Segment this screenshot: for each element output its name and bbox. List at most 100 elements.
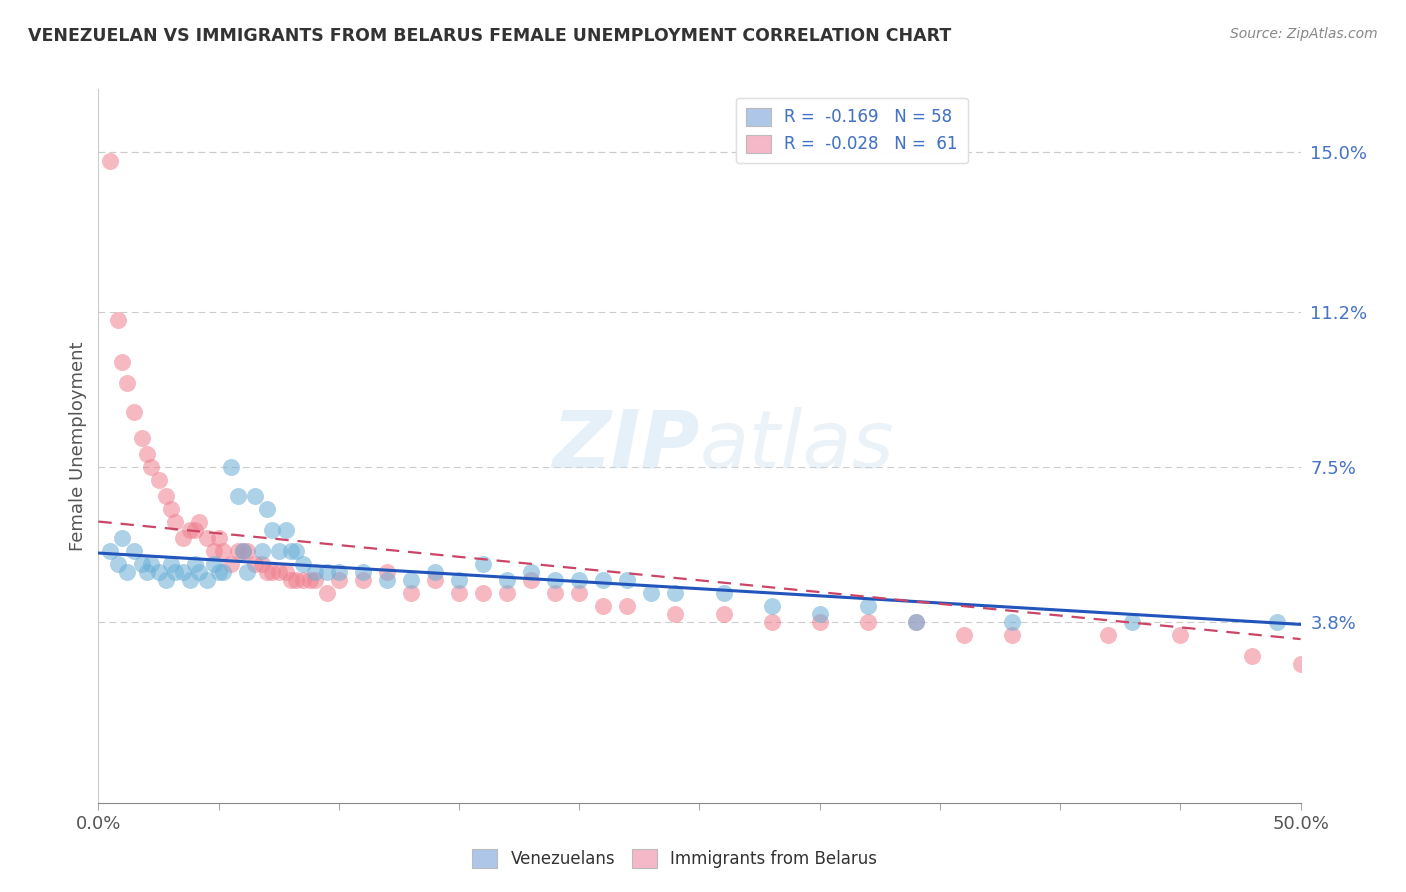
Point (399, 586, 422, 600)
Point (226, 544, 249, 558)
Point (148, 565, 170, 579)
Point (284, 574, 307, 588)
Point (761, 599, 783, 613)
Point (808, 615, 831, 630)
Point (328, 574, 350, 588)
Point (761, 615, 783, 630)
Point (616, 574, 638, 588)
Point (315, 586, 337, 600)
Point (447, 574, 470, 588)
Point (953, 628, 976, 642)
Point (284, 544, 307, 558)
Point (111, 355, 134, 369)
Point (1170, 628, 1192, 642)
Point (219, 460, 242, 475)
Point (195, 532, 218, 546)
Point (274, 565, 297, 579)
Point (304, 574, 326, 588)
Point (124, 544, 146, 558)
Point (291, 557, 314, 571)
Point (179, 574, 201, 588)
Point (107, 557, 129, 571)
Point (236, 565, 259, 579)
Point (260, 565, 283, 579)
Point (250, 557, 273, 571)
Text: ZIP: ZIP (553, 407, 700, 485)
Point (107, 313, 129, 327)
Point (117, 376, 139, 390)
Point (664, 586, 686, 600)
Point (1121, 615, 1143, 630)
Point (352, 565, 374, 579)
Point (232, 544, 254, 558)
Point (280, 544, 302, 558)
Point (713, 607, 735, 621)
Point (496, 574, 519, 588)
Point (100, 153, 122, 168)
Point (1241, 648, 1264, 663)
Point (904, 615, 927, 630)
Point (472, 557, 495, 571)
Point (375, 565, 398, 579)
Point (423, 565, 446, 579)
Point (155, 574, 177, 588)
Point (1001, 615, 1024, 630)
Point (195, 574, 218, 588)
Point (141, 557, 163, 571)
Point (159, 502, 181, 516)
Point (592, 574, 614, 588)
Point (328, 565, 350, 579)
Point (856, 599, 879, 613)
Point (183, 557, 205, 571)
Point (423, 574, 446, 588)
Point (124, 405, 146, 419)
Point (135, 565, 157, 579)
Legend: Venezuelans, Immigrants from Belarus: Venezuelans, Immigrants from Belarus (465, 843, 884, 875)
Point (713, 586, 735, 600)
Point (232, 544, 254, 558)
Point (1001, 628, 1024, 642)
Point (280, 574, 302, 588)
Point (260, 523, 283, 537)
Point (256, 565, 278, 579)
Point (131, 557, 153, 571)
Point (544, 574, 567, 588)
Point (291, 574, 314, 588)
Point (304, 565, 326, 579)
Point (399, 574, 422, 588)
Point (165, 515, 187, 529)
Point (274, 523, 297, 537)
Point (568, 574, 591, 588)
Point (226, 489, 249, 503)
Point (159, 557, 181, 571)
Point (172, 565, 194, 579)
Point (188, 515, 211, 529)
Point (298, 574, 321, 588)
Point (544, 586, 567, 600)
Point (243, 489, 266, 503)
Point (664, 607, 686, 621)
Point (202, 544, 225, 558)
Point (1289, 657, 1312, 672)
Point (148, 473, 170, 487)
Point (100, 544, 122, 558)
Point (520, 565, 543, 579)
Point (219, 557, 242, 571)
Point (179, 523, 201, 537)
Point (236, 544, 259, 558)
Point (315, 565, 337, 579)
Point (640, 586, 662, 600)
Point (188, 565, 211, 579)
Point (808, 607, 831, 621)
Point (592, 599, 614, 613)
Point (616, 599, 638, 613)
Point (243, 557, 266, 571)
Point (202, 557, 225, 571)
Point (256, 502, 278, 516)
Point (131, 431, 153, 445)
Point (208, 565, 231, 579)
Point (904, 615, 927, 630)
Point (165, 565, 187, 579)
Point (250, 544, 273, 558)
Point (155, 489, 177, 503)
